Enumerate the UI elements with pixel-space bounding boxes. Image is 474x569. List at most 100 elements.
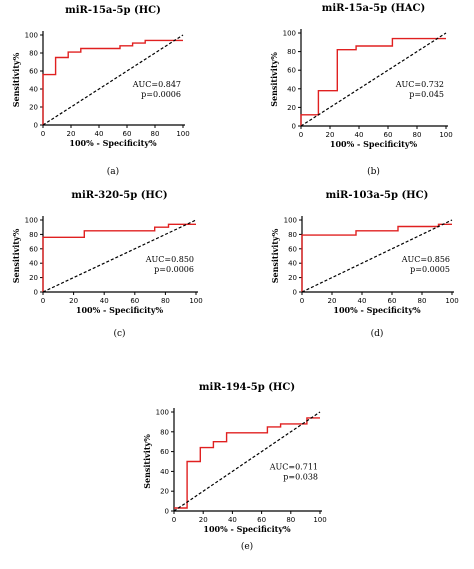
- y-tick-label: 100: [284, 217, 297, 225]
- x-axis-label: 100% - Specificity%: [69, 138, 157, 148]
- x-tick-label: 100: [445, 297, 458, 305]
- panel-caption: (a): [107, 166, 119, 177]
- panel-caption: (e): [241, 541, 253, 552]
- auc-annotation: AUC=0.856: [401, 255, 450, 264]
- auc-annotation: AUC=0.847: [132, 80, 181, 89]
- x-tick-label: 0: [299, 131, 303, 139]
- x-tick-label: 20: [199, 516, 208, 524]
- reference-diagonal: [300, 32, 447, 127]
- y-tick-label: 0: [34, 122, 38, 130]
- y-tick-label: 60: [29, 245, 38, 253]
- roc-curve: [300, 37, 446, 126]
- y-tick-label: 40: [160, 468, 169, 476]
- y-tick-label: 40: [29, 86, 38, 94]
- x-tick-label: 40: [228, 516, 237, 524]
- y-axis-label: Sensitivity%: [11, 52, 21, 107]
- p-value-annotation: p=0.0005: [410, 265, 450, 274]
- chart-title: miR-320-5p (HC): [71, 190, 167, 201]
- y-tick-label: 80: [29, 50, 38, 58]
- panel-caption: (b): [367, 166, 380, 177]
- reference-diagonal: [301, 219, 453, 293]
- p-value-annotation: p=0.038: [283, 472, 318, 481]
- y-tick-label: 0: [293, 289, 297, 297]
- y-tick-label: 80: [160, 428, 169, 436]
- x-tick-label: 60: [257, 516, 266, 524]
- x-tick-label: 60: [384, 131, 393, 139]
- roc-curve: [42, 223, 196, 292]
- y-tick-label: 60: [288, 245, 297, 253]
- chart-title: miR-15a-5p (HC): [65, 5, 161, 16]
- x-axis-label: 100% - Specificity%: [76, 305, 164, 315]
- y-tick-label: 60: [287, 67, 296, 75]
- y-tick-label: 100: [25, 32, 38, 40]
- y-tick-label: 100: [283, 30, 296, 38]
- y-tick-label: 20: [29, 274, 38, 282]
- roc-panel-4: miR-103a-5p (HC)0 20 40 60 80 100020406080100…: [270, 190, 459, 339]
- x-tick-label: 40: [355, 131, 364, 139]
- auc-annotation: AUC=0.711: [269, 462, 318, 471]
- x-tick-label: 100: [176, 130, 189, 138]
- x-tick-label: 0: [41, 297, 45, 305]
- panel-caption: (c): [113, 328, 125, 339]
- auc-annotation: AUC=0.850: [145, 255, 194, 264]
- y-tick-label: 0: [34, 289, 38, 297]
- x-tick-label: 80: [418, 297, 427, 305]
- p-value-annotation: p=0.0006: [141, 90, 181, 99]
- y-tick-label: 20: [160, 488, 169, 496]
- x-tick-label: 40: [100, 297, 109, 305]
- y-tick-label: 40: [287, 85, 296, 93]
- reference-diagonal: [42, 219, 197, 293]
- x-tick-label: 0: [41, 130, 45, 138]
- chart-title: miR-194-5p (HC): [199, 382, 295, 393]
- x-tick-label: 100: [189, 297, 202, 305]
- y-tick-label: 0: [165, 508, 169, 516]
- roc-panel-2: miR-15a-5p (HAC)0 20 40 60 80 100020406080100…: [269, 3, 453, 177]
- y-tick-label: 40: [288, 260, 297, 268]
- x-tick-label: 40: [95, 130, 104, 138]
- y-tick-label: 80: [288, 231, 297, 239]
- x-tick-label: 0: [172, 516, 176, 524]
- roc-panel-5: miR-194-5p (HC) 0 20 40 60 80 100 0 20 40 60 80 100 1…: [142, 382, 327, 552]
- x-tick-label: 60: [388, 297, 397, 305]
- y-axis-label: Sensitivity%: [142, 434, 152, 489]
- x-tick-label: 100: [313, 516, 326, 524]
- x-tick-label: 20: [326, 131, 335, 139]
- x-tick-label: 80: [161, 297, 170, 305]
- roc-curve: [174, 417, 320, 509]
- x-tick-label: 40: [358, 297, 367, 305]
- x-tick-label: 60: [130, 297, 139, 305]
- x-tick-label: 100: [439, 131, 452, 139]
- reference-diagonal: [173, 411, 321, 512]
- x-tick-label: 60: [123, 130, 132, 138]
- y-tick-label: 80: [287, 48, 296, 56]
- y-axis-label: Sensitivity%: [11, 228, 21, 283]
- y-tick-label: 80: [29, 231, 38, 239]
- y-tick-label: 100: [156, 409, 169, 417]
- roc-panel-3: miR-320-5p (HC) 0 20 40 60 80 100 0 20 40 60 80 100 1…: [11, 190, 203, 339]
- x-tick-label: 80: [286, 516, 295, 524]
- y-axis-label: Sensitivity%: [269, 52, 279, 107]
- x-axis-label: 100% - Specificity%: [203, 524, 291, 534]
- auc-annotation: AUC=0.732: [395, 80, 444, 89]
- y-tick-label: 0: [292, 123, 296, 131]
- x-tick-label: 20: [69, 297, 78, 305]
- chart-title: miR-103a-5p (HC): [326, 190, 429, 201]
- y-axis-label: Sensitivity%: [270, 228, 280, 283]
- reference-diagonal: [42, 34, 184, 126]
- p-value-annotation: p=0.045: [409, 90, 444, 99]
- panel-caption: (d): [371, 328, 384, 339]
- x-tick-label: 0: [300, 297, 304, 305]
- x-tick-label: 80: [151, 130, 160, 138]
- x-tick-label: 20: [67, 130, 76, 138]
- x-axis-label: 100% - Specificity%: [333, 305, 421, 315]
- roc-curve: [301, 223, 452, 292]
- y-tick-label: 60: [160, 448, 169, 456]
- x-tick-label: 20: [328, 297, 337, 305]
- chart-title: miR-15a-5p (HAC): [322, 3, 425, 14]
- p-value-annotation: p=0.0006: [154, 265, 194, 274]
- roc-panel-1: miR-15a-5p (HC) 0 20 40 60 80 100 0 20 40 60 80 100 1…: [11, 5, 190, 177]
- roc-curve: [42, 39, 183, 125]
- y-tick-label: 40: [29, 260, 38, 268]
- y-tick-label: 20: [29, 104, 38, 112]
